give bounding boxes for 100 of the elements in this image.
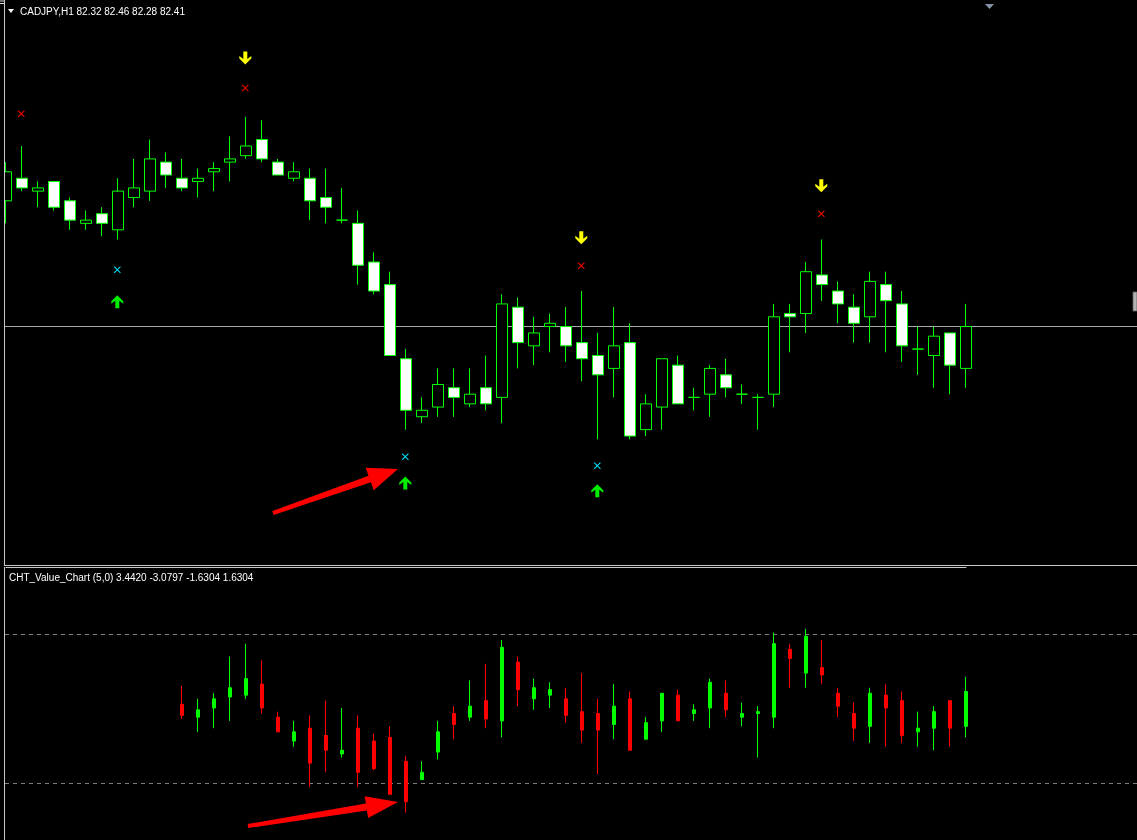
candlestick — [896, 290, 908, 363]
candlestick — [368, 251, 380, 295]
candlestick — [324, 700, 328, 773]
candlestick — [32, 180, 44, 208]
candlestick — [420, 760, 424, 781]
candlestick — [928, 326, 940, 389]
candlestick — [868, 687, 872, 744]
candlestick — [740, 701, 744, 727]
candlestick — [720, 358, 732, 398]
candlestick — [112, 177, 124, 240]
chart-title: CHT_Value_Chart (5,0) 3.4420 -3.0797 -1.6304 1.6304 — [9, 571, 254, 583]
candlestick — [320, 168, 332, 224]
candlestick — [644, 716, 648, 740]
candlestick — [196, 698, 200, 733]
candlestick — [804, 628, 808, 689]
candlestick — [788, 643, 792, 689]
candlestick — [180, 685, 184, 720]
candlestick — [480, 355, 492, 411]
candlestick — [532, 678, 536, 711]
candlestick — [848, 293, 860, 344]
candlestick — [208, 161, 220, 192]
candlestick — [580, 672, 584, 744]
candlestick — [608, 306, 620, 398]
candlestick — [336, 187, 348, 224]
candlestick — [948, 700, 952, 748]
candlestick — [224, 135, 236, 182]
candlestick — [276, 711, 280, 733]
candlestick — [880, 271, 892, 353]
candlestick — [244, 643, 248, 700]
candlestick — [660, 692, 664, 733]
candlestick — [544, 313, 556, 353]
candlestick — [16, 145, 28, 192]
candlestick — [260, 659, 264, 714]
candlestick — [372, 733, 376, 771]
candlestick — [384, 271, 396, 356]
candlestick — [900, 690, 904, 744]
candlestick — [564, 687, 568, 724]
candlestick — [772, 632, 776, 729]
candlestick — [756, 705, 760, 759]
candlestick — [528, 316, 540, 366]
candlestick — [272, 158, 284, 176]
candlestick — [832, 280, 844, 324]
candlestick — [516, 656, 520, 707]
candlestick — [724, 679, 728, 718]
candlestick — [768, 303, 780, 408]
candlestick — [656, 358, 668, 431]
candlestick — [576, 290, 588, 382]
candlestick — [612, 683, 616, 740]
candlestick — [752, 393, 764, 431]
candlestick — [308, 714, 312, 788]
candlestick — [916, 711, 920, 748]
candlestick — [64, 197, 76, 231]
candlestick — [388, 725, 392, 795]
candlestick — [640, 393, 652, 437]
candlestick — [228, 656, 232, 722]
candlestick — [560, 306, 572, 363]
candlestick — [688, 387, 700, 411]
candlestick — [592, 332, 604, 440]
candlestick — [736, 384, 748, 405]
candlestick — [356, 714, 360, 788]
candlestick — [548, 681, 552, 709]
candlestick — [448, 367, 460, 418]
candlestick — [352, 209, 364, 286]
candlestick — [932, 705, 936, 751]
candlestick — [80, 209, 92, 231]
candlestick — [500, 639, 504, 738]
candlestick — [212, 692, 216, 729]
candlestick — [192, 168, 204, 199]
candlestick — [784, 303, 796, 353]
candlestick — [624, 322, 636, 440]
candlestick — [304, 168, 316, 221]
candlestick — [288, 161, 300, 182]
candlestick — [800, 261, 812, 334]
candlestick — [964, 676, 968, 738]
candlestick — [708, 678, 712, 729]
candlestick — [128, 158, 140, 208]
candlestick — [836, 687, 840, 718]
candlestick — [628, 690, 632, 751]
candlestick — [912, 326, 924, 376]
candlestick — [292, 720, 296, 748]
candlestick — [960, 303, 972, 389]
candlestick — [436, 720, 440, 760]
chart-title: CADJPY,H1 82.32 82.46 82.28 82.41 — [20, 5, 186, 17]
candlestick — [864, 271, 876, 344]
candlestick — [176, 158, 188, 192]
candlestick — [464, 367, 476, 408]
candlestick — [400, 348, 412, 431]
candlestick — [884, 683, 888, 748]
candlestick — [944, 332, 956, 395]
candlestick — [672, 355, 684, 405]
candlestick — [692, 703, 696, 722]
candlestick — [820, 639, 824, 685]
candlestick — [468, 679, 472, 722]
candlestick — [256, 119, 268, 163]
candlestick — [404, 755, 408, 814]
candlestick — [704, 364, 716, 418]
candlestick — [452, 705, 456, 740]
candlestick — [676, 689, 680, 722]
candlestick — [416, 396, 428, 424]
candlestick — [816, 238, 828, 302]
